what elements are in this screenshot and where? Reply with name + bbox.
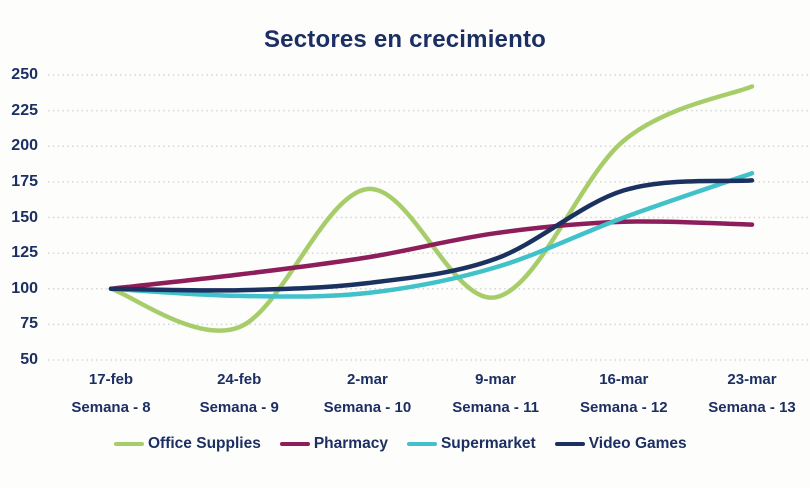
y-tick-label-225: 225 xyxy=(11,101,38,119)
x-week-label-semana-9: Semana - 9 xyxy=(199,399,279,416)
y-tick-label-150: 150 xyxy=(11,208,38,226)
legend-swatch-supermarket xyxy=(406,441,437,447)
x-tick-label-2-mar: 2-mar xyxy=(346,371,388,388)
series-line-office-supplies xyxy=(108,84,755,333)
x-week-label-semana-10: Semana - 10 xyxy=(323,399,412,416)
y-tick-label-50: 50 xyxy=(20,351,38,368)
legend-item-video-games[interactable]: Video Games xyxy=(554,435,687,453)
series-lines xyxy=(108,84,755,333)
chart-title: Sectores en crecimiento xyxy=(263,26,547,53)
y-tick-label-125: 125 xyxy=(11,244,38,262)
legend-label-pharmacy: Pharmacy xyxy=(313,435,388,452)
y-tick-label-100: 100 xyxy=(11,279,38,297)
legend-swatch-video-games xyxy=(554,441,585,447)
legend-item-supermarket[interactable]: Supermarket xyxy=(406,435,536,453)
x-week-label-semana-8: Semana - 8 xyxy=(71,399,151,416)
legend-item-office-supplies[interactable]: Office Supplies xyxy=(114,435,261,453)
legend-swatch-pharmacy xyxy=(279,441,310,447)
x-week-label-semana-12: Semana - 12 xyxy=(580,399,668,416)
y-tick-label-175: 175 xyxy=(11,172,38,190)
y-tick-label-200: 200 xyxy=(11,137,38,155)
series-line-pharmacy xyxy=(108,219,755,291)
legend-label-video-games: Video Games xyxy=(588,435,687,452)
x-tick-label-17-feb: 17-feb xyxy=(88,371,134,388)
legend-label-office-supplies: Office Supplies xyxy=(148,435,261,452)
legend-swatch-office-supplies xyxy=(114,441,144,447)
x-tick-label-23-mar: 23-mar xyxy=(727,371,777,388)
series-line-supermarket xyxy=(108,171,755,299)
legend: Office Supplies Pharmacy Supermarket Video … xyxy=(114,433,687,455)
x-tick-label-16-mar: 16-mar xyxy=(599,371,649,388)
legend-label-supermarket: Supermarket xyxy=(440,435,536,452)
series-line-video-games xyxy=(108,178,755,293)
x-week-label-semana-11: Semana - 11 xyxy=(452,399,539,416)
gridlines xyxy=(48,74,808,361)
legend-item-pharmacy[interactable]: Pharmacy xyxy=(279,435,388,453)
y-tick-label-75: 75 xyxy=(20,315,38,333)
y-tick-label-250: 250 xyxy=(11,66,38,83)
x-tick-label-24-feb: 24-feb xyxy=(217,371,262,388)
x-tick-label-9-mar: 9-mar xyxy=(475,371,517,388)
x-week-label-semana-13: Semana - 13 xyxy=(708,399,796,416)
